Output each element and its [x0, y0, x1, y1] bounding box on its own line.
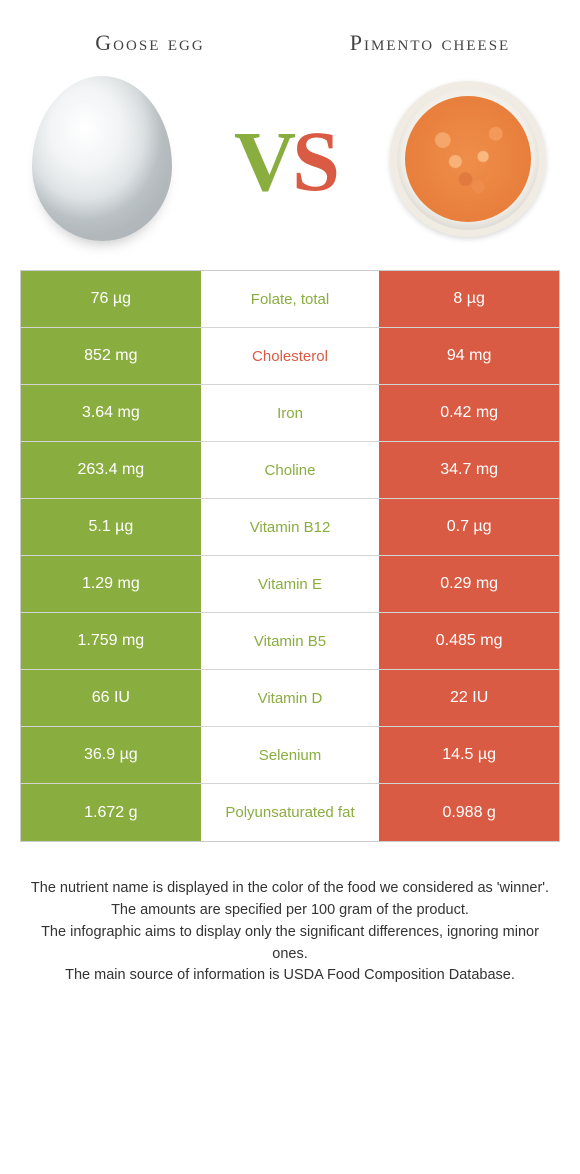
- value-right: 94 mg: [379, 328, 559, 384]
- table-row: 3.64 mgIron0.42 mg: [21, 385, 559, 442]
- images-row: VS: [0, 66, 580, 270]
- footer-line-1: The nutrient name is displayed in the co…: [26, 878, 554, 900]
- vs-v: V: [234, 113, 292, 209]
- table-row: 66 IUVitamin D22 IU: [21, 670, 559, 727]
- value-right: 34.7 mg: [379, 442, 559, 498]
- nutrient-name: Polyunsaturated fat: [201, 784, 380, 841]
- nutrient-name: Selenium: [201, 727, 380, 783]
- nutrient-name: Vitamin B12: [201, 499, 380, 555]
- nutrient-name: Choline: [201, 442, 380, 498]
- footer-line-3: The infographic aims to display only the…: [26, 922, 554, 966]
- value-left: 36.9 µg: [21, 727, 201, 783]
- table-row: 1.759 mgVitamin B50.485 mg: [21, 613, 559, 670]
- title-right: Pimento cheese: [330, 30, 530, 56]
- nutrient-name: Vitamin B5: [201, 613, 380, 669]
- table-row: 76 µgFolate, total8 µg: [21, 271, 559, 328]
- pimento-cheese-image: [390, 81, 550, 241]
- value-left: 76 µg: [21, 271, 201, 327]
- value-right: 14.5 µg: [379, 727, 559, 783]
- goose-egg-image: [30, 76, 180, 246]
- vs-s: S: [292, 113, 336, 209]
- value-left: 852 mg: [21, 328, 201, 384]
- value-right: 0.42 mg: [379, 385, 559, 441]
- nutrient-name: Folate, total: [201, 271, 380, 327]
- value-right: 0.7 µg: [379, 499, 559, 555]
- table-row: 36.9 µgSelenium14.5 µg: [21, 727, 559, 784]
- title-left: Goose egg: [50, 30, 250, 56]
- value-left: 66 IU: [21, 670, 201, 726]
- footer-line-2: The amounts are specified per 100 gram o…: [26, 900, 554, 922]
- footer-notes: The nutrient name is displayed in the co…: [0, 842, 580, 987]
- value-left: 1.759 mg: [21, 613, 201, 669]
- value-right: 0.988 g: [379, 784, 559, 841]
- value-right: 8 µg: [379, 271, 559, 327]
- value-left: 5.1 µg: [21, 499, 201, 555]
- nutrient-name: Iron: [201, 385, 380, 441]
- table-row: 852 mgCholesterol94 mg: [21, 328, 559, 385]
- nutrient-name: Vitamin E: [201, 556, 380, 612]
- value-left: 1.672 g: [21, 784, 201, 841]
- value-left: 263.4 mg: [21, 442, 201, 498]
- nutrient-name: Vitamin D: [201, 670, 380, 726]
- comparison-table: 76 µgFolate, total8 µg852 mgCholesterol9…: [20, 270, 560, 842]
- vs-label: VS: [234, 118, 336, 204]
- table-row: 1.672 gPolyunsaturated fat0.988 g: [21, 784, 559, 841]
- value-right: 0.29 mg: [379, 556, 559, 612]
- footer-line-4: The main source of information is USDA F…: [26, 965, 554, 987]
- nutrient-name: Cholesterol: [201, 328, 380, 384]
- value-right: 0.485 mg: [379, 613, 559, 669]
- header: Goose egg Pimento cheese: [0, 0, 580, 66]
- table-row: 263.4 mgCholine34.7 mg: [21, 442, 559, 499]
- table-row: 5.1 µgVitamin B120.7 µg: [21, 499, 559, 556]
- table-row: 1.29 mgVitamin E0.29 mg: [21, 556, 559, 613]
- value-right: 22 IU: [379, 670, 559, 726]
- value-left: 1.29 mg: [21, 556, 201, 612]
- value-left: 3.64 mg: [21, 385, 201, 441]
